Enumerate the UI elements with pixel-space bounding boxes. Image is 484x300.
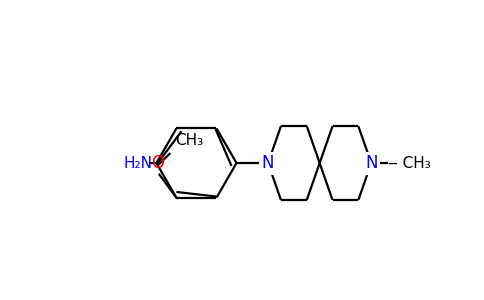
Text: ‒ CH₃: ‒ CH₃ <box>388 155 431 170</box>
Text: CH₃: CH₃ <box>175 134 203 148</box>
Text: H₂N: H₂N <box>123 155 152 170</box>
Text: N: N <box>365 154 378 172</box>
Text: O: O <box>151 154 165 172</box>
Text: N: N <box>262 154 274 172</box>
